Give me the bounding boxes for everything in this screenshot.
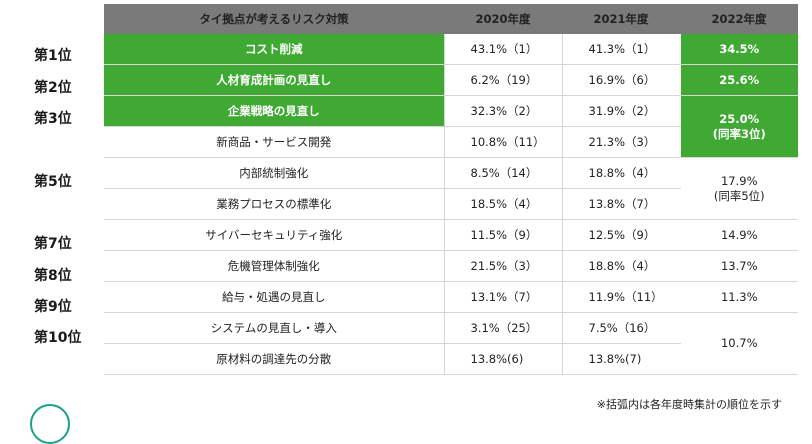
row-2020: 10.8%（11） [444,126,563,158]
row-item: 原材料の調達先の分散 [104,343,445,375]
table-row: サイバーセキュリティ強化 11.5%（9） 12.5%（9） 14.9% [104,219,798,251]
row-item: サイバーセキュリティ強化 [104,219,445,251]
rank-label-9: 第9位 [34,299,72,315]
table-row: 新商品・サービス開発 10.8%（11） 21.3%（3） [104,126,798,158]
merged-value: 10.7% [720,336,758,350]
row-item: コスト削減 [104,34,445,65]
row-2021: 13.8%（7） [562,188,681,220]
header-2022: 2022年度 [680,4,798,34]
row-2021: 18.8%（4） [562,157,681,189]
rank-label-5: 第5位 [34,174,72,190]
rank-label-10: 第10位 [34,330,82,346]
rank-label-8: 第8位 [34,268,72,284]
table-row: 人材育成計画の見直し 6.2%（19） 16.9%（6） 25.6% [104,64,798,96]
row-2020: 13.8%(6) [444,343,563,375]
merged-2022-rank5: 17.9% (同率5位) [680,157,798,220]
row-2021: 7.5%（16） [562,312,681,344]
row-2020: 8.5%（14） [444,157,563,189]
row-item: 内部統制強化 [104,157,445,189]
row-2020: 18.5%（4） [444,188,563,220]
row-2020: 11.5%（9） [444,219,563,251]
header-measure: タイ拠点が考えるリスク対策 [104,4,444,34]
header-2020: 2020年度 [444,4,562,34]
table-row: システムの見直し・導入 3.1%（25） 7.5%（16） 10.7% [104,312,798,375]
row-2020: 6.2%（19） [444,64,563,96]
table-row: 危機管理体制強化 21.5%（3） 18.8%（4） 13.7% [104,250,798,282]
row-item: 業務プロセスの標準化 [104,188,445,220]
row-2020: 13.1%（7） [444,281,563,313]
footnote: ※括弧内は各年度時集計の順位を示す [596,398,782,411]
risk-table: タイ拠点が考えるリスク対策 2020年度 2021年度 2022年度 コスト削減… [104,4,798,375]
row-2021: 18.8%（4） [562,250,681,282]
row-2021: 13.8%(7) [562,343,681,375]
table-row: 給与・処遇の見直し 13.1%（7） 11.9%（11） 11.3% [104,281,798,313]
rank-label-7: 第7位 [34,236,72,252]
table-row: コスト削減 43.1%（1） 41.3%（1） 34.5% [104,34,798,65]
row-2020: 3.1%（25） [444,312,563,344]
row-2022: 13.7% [680,250,798,282]
row-item: 企業戦略の見直し [104,95,445,127]
table-row: 原材料の調達先の分散 13.8%(6) 13.8%(7) [104,343,798,375]
rank-label-1: 第1位 [34,48,72,64]
table-row: 内部統制強化 8.5%（14） 18.8%（4） 17.9% (同率5位) [104,157,798,220]
row-2021: 12.5%（9） [562,219,681,251]
row-2021: 11.9%（11） [562,281,681,313]
merged-2022-rank3: 25.0% (同率3位) [680,95,798,158]
row-2022: 11.3% [680,281,798,313]
row-2022: 25.6% [680,64,798,96]
circle-decoration [30,404,70,444]
row-2021: 31.9%（2） [562,95,681,127]
rank-label-3: 第3位 [34,111,72,127]
row-2021: 21.3%（3） [562,126,681,158]
merged-value: 17.9% [720,173,758,188]
row-2020: 43.1%（1） [444,34,563,65]
row-2020: 32.3%（2） [444,95,563,127]
rank-label-2: 第2位 [34,80,72,96]
row-item: 新商品・サービス開発 [104,126,445,158]
row-item: システムの見直し・導入 [104,312,445,344]
merged-sub: (同率3位) [712,126,766,141]
row-item: 給与・処遇の見直し [104,281,445,313]
table-row: 業務プロセスの標準化 18.5%（4） 13.8%（7） [104,188,798,220]
row-item: 危機管理体制強化 [104,250,445,282]
row-2021: 41.3%（1） [562,34,681,65]
merged-sub: (同率5位) [713,188,765,203]
row-2022: 14.9% [680,219,798,251]
row-2020: 21.5%（3） [444,250,563,282]
header-2021: 2021年度 [562,4,680,34]
row-2022: 34.5% [680,34,798,65]
table-header-row: タイ拠点が考えるリスク対策 2020年度 2021年度 2022年度 [104,4,798,34]
merged-2022-rank10: 10.7% [680,312,798,375]
merged-value: 25.0% [719,111,760,126]
row-item: 人材育成計画の見直し [104,64,445,96]
table-row: 企業戦略の見直し 32.3%（2） 31.9%（2） 25.0% (同率3位) [104,95,798,158]
row-2021: 16.9%（6） [562,64,681,96]
